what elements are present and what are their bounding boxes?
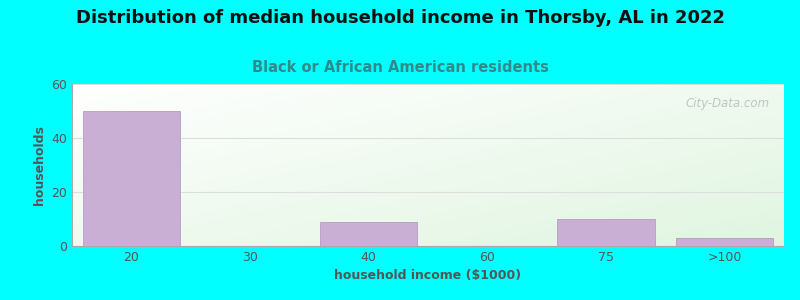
Y-axis label: households: households	[33, 125, 46, 205]
Text: City-Data.com: City-Data.com	[686, 97, 770, 110]
Text: Distribution of median household income in Thorsby, AL in 2022: Distribution of median household income …	[75, 9, 725, 27]
Text: Black or African American residents: Black or African American residents	[251, 60, 549, 75]
Bar	[558, 219, 654, 246]
Bar	[320, 222, 418, 246]
X-axis label: household income ($1000): household income ($1000)	[334, 269, 522, 282]
Bar	[82, 111, 180, 246]
Bar	[676, 238, 774, 246]
